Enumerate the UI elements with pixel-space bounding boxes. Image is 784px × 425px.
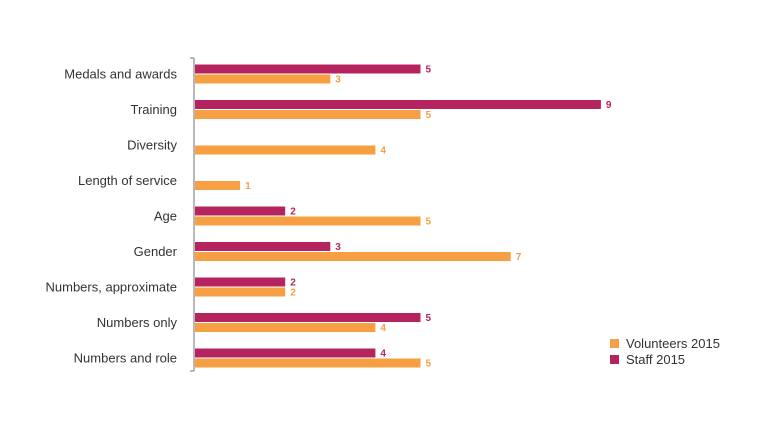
data-label-staff-2015-gender: 3 bbox=[335, 242, 341, 253]
data-label-staff-2015-numbers-only: 5 bbox=[426, 313, 432, 324]
bar-volunteers-2015-age bbox=[195, 216, 421, 226]
bar-volunteers-2015-length-of-service bbox=[195, 181, 241, 190]
legend-label-staff-2015: Staff 2015 bbox=[626, 352, 685, 367]
data-label-volunteers-2015-gender: 7 bbox=[516, 252, 522, 263]
bar-volunteers-2015-numbers-approximate bbox=[195, 287, 286, 297]
data-label-volunteers-2015-medals-and-awards: 3 bbox=[335, 75, 341, 86]
category-label-age: Age bbox=[154, 209, 177, 224]
bar-staff-2015-training bbox=[195, 100, 601, 109]
bar-volunteers-2015-diversity bbox=[195, 145, 376, 155]
bar-volunteers-2015-numbers-only bbox=[195, 323, 376, 332]
data-label-volunteers-2015-training: 5 bbox=[426, 110, 432, 121]
axis-layer bbox=[190, 57, 195, 372]
bar-staff-2015-numbers-approximate bbox=[195, 277, 286, 287]
bars-layer bbox=[195, 64, 601, 368]
category-label-length-of-service: Length of service bbox=[78, 173, 177, 188]
data-label-staff-2015-age: 2 bbox=[290, 207, 296, 218]
data-label-volunteers-2015-diversity: 4 bbox=[380, 146, 386, 157]
category-label-numbers-only: Numbers only bbox=[97, 315, 178, 330]
data-label-volunteers-2015-age: 5 bbox=[426, 217, 432, 228]
data-label-staff-2015-training: 9 bbox=[606, 100, 612, 111]
category-label-numbers-and-role: Numbers and role bbox=[74, 351, 177, 366]
data-label-volunteers-2015-length-of-service: 1 bbox=[245, 181, 251, 192]
bar-volunteers-2015-training bbox=[195, 110, 421, 119]
data-label-volunteers-2015-numbers-and-role: 5 bbox=[426, 359, 432, 370]
legend-swatch-volunteers-2015 bbox=[610, 339, 619, 348]
bar-staff-2015-age bbox=[195, 206, 286, 216]
category-label-training: Training bbox=[131, 102, 177, 117]
labels-layer: Medals and awards 5 3 Training 9 5 Diversity 4 L… bbox=[46, 65, 612, 370]
data-label-staff-2015-numbers-approximate: 2 bbox=[290, 278, 296, 289]
bar-staff-2015-gender bbox=[195, 242, 331, 251]
data-label-staff-2015-numbers-and-role: 4 bbox=[380, 349, 386, 360]
category-label-medals-and-awards: Medals and awards bbox=[64, 67, 177, 82]
bar-staff-2015-numbers-only bbox=[195, 313, 421, 322]
bar-volunteers-2015-numbers-and-role bbox=[195, 358, 421, 368]
category-label-numbers-approximate: Numbers, approximate bbox=[46, 280, 178, 295]
bar-volunteers-2015-medals-and-awards bbox=[195, 74, 331, 84]
bar-volunteers-2015-gender bbox=[195, 252, 511, 261]
bar-staff-2015-medals-and-awards bbox=[195, 64, 421, 74]
bar-staff-2015-numbers-and-role bbox=[195, 348, 376, 358]
legend-swatch-staff-2015 bbox=[610, 355, 619, 364]
legend-label-volunteers-2015: Volunteers 2015 bbox=[626, 336, 720, 351]
data-label-staff-2015-medals-and-awards: 5 bbox=[426, 65, 432, 76]
data-label-volunteers-2015-numbers-approximate: 2 bbox=[290, 288, 296, 299]
category-label-diversity: Diversity bbox=[127, 138, 177, 153]
data-label-volunteers-2015-numbers-only: 4 bbox=[380, 323, 386, 334]
category-label-gender: Gender bbox=[134, 244, 178, 259]
